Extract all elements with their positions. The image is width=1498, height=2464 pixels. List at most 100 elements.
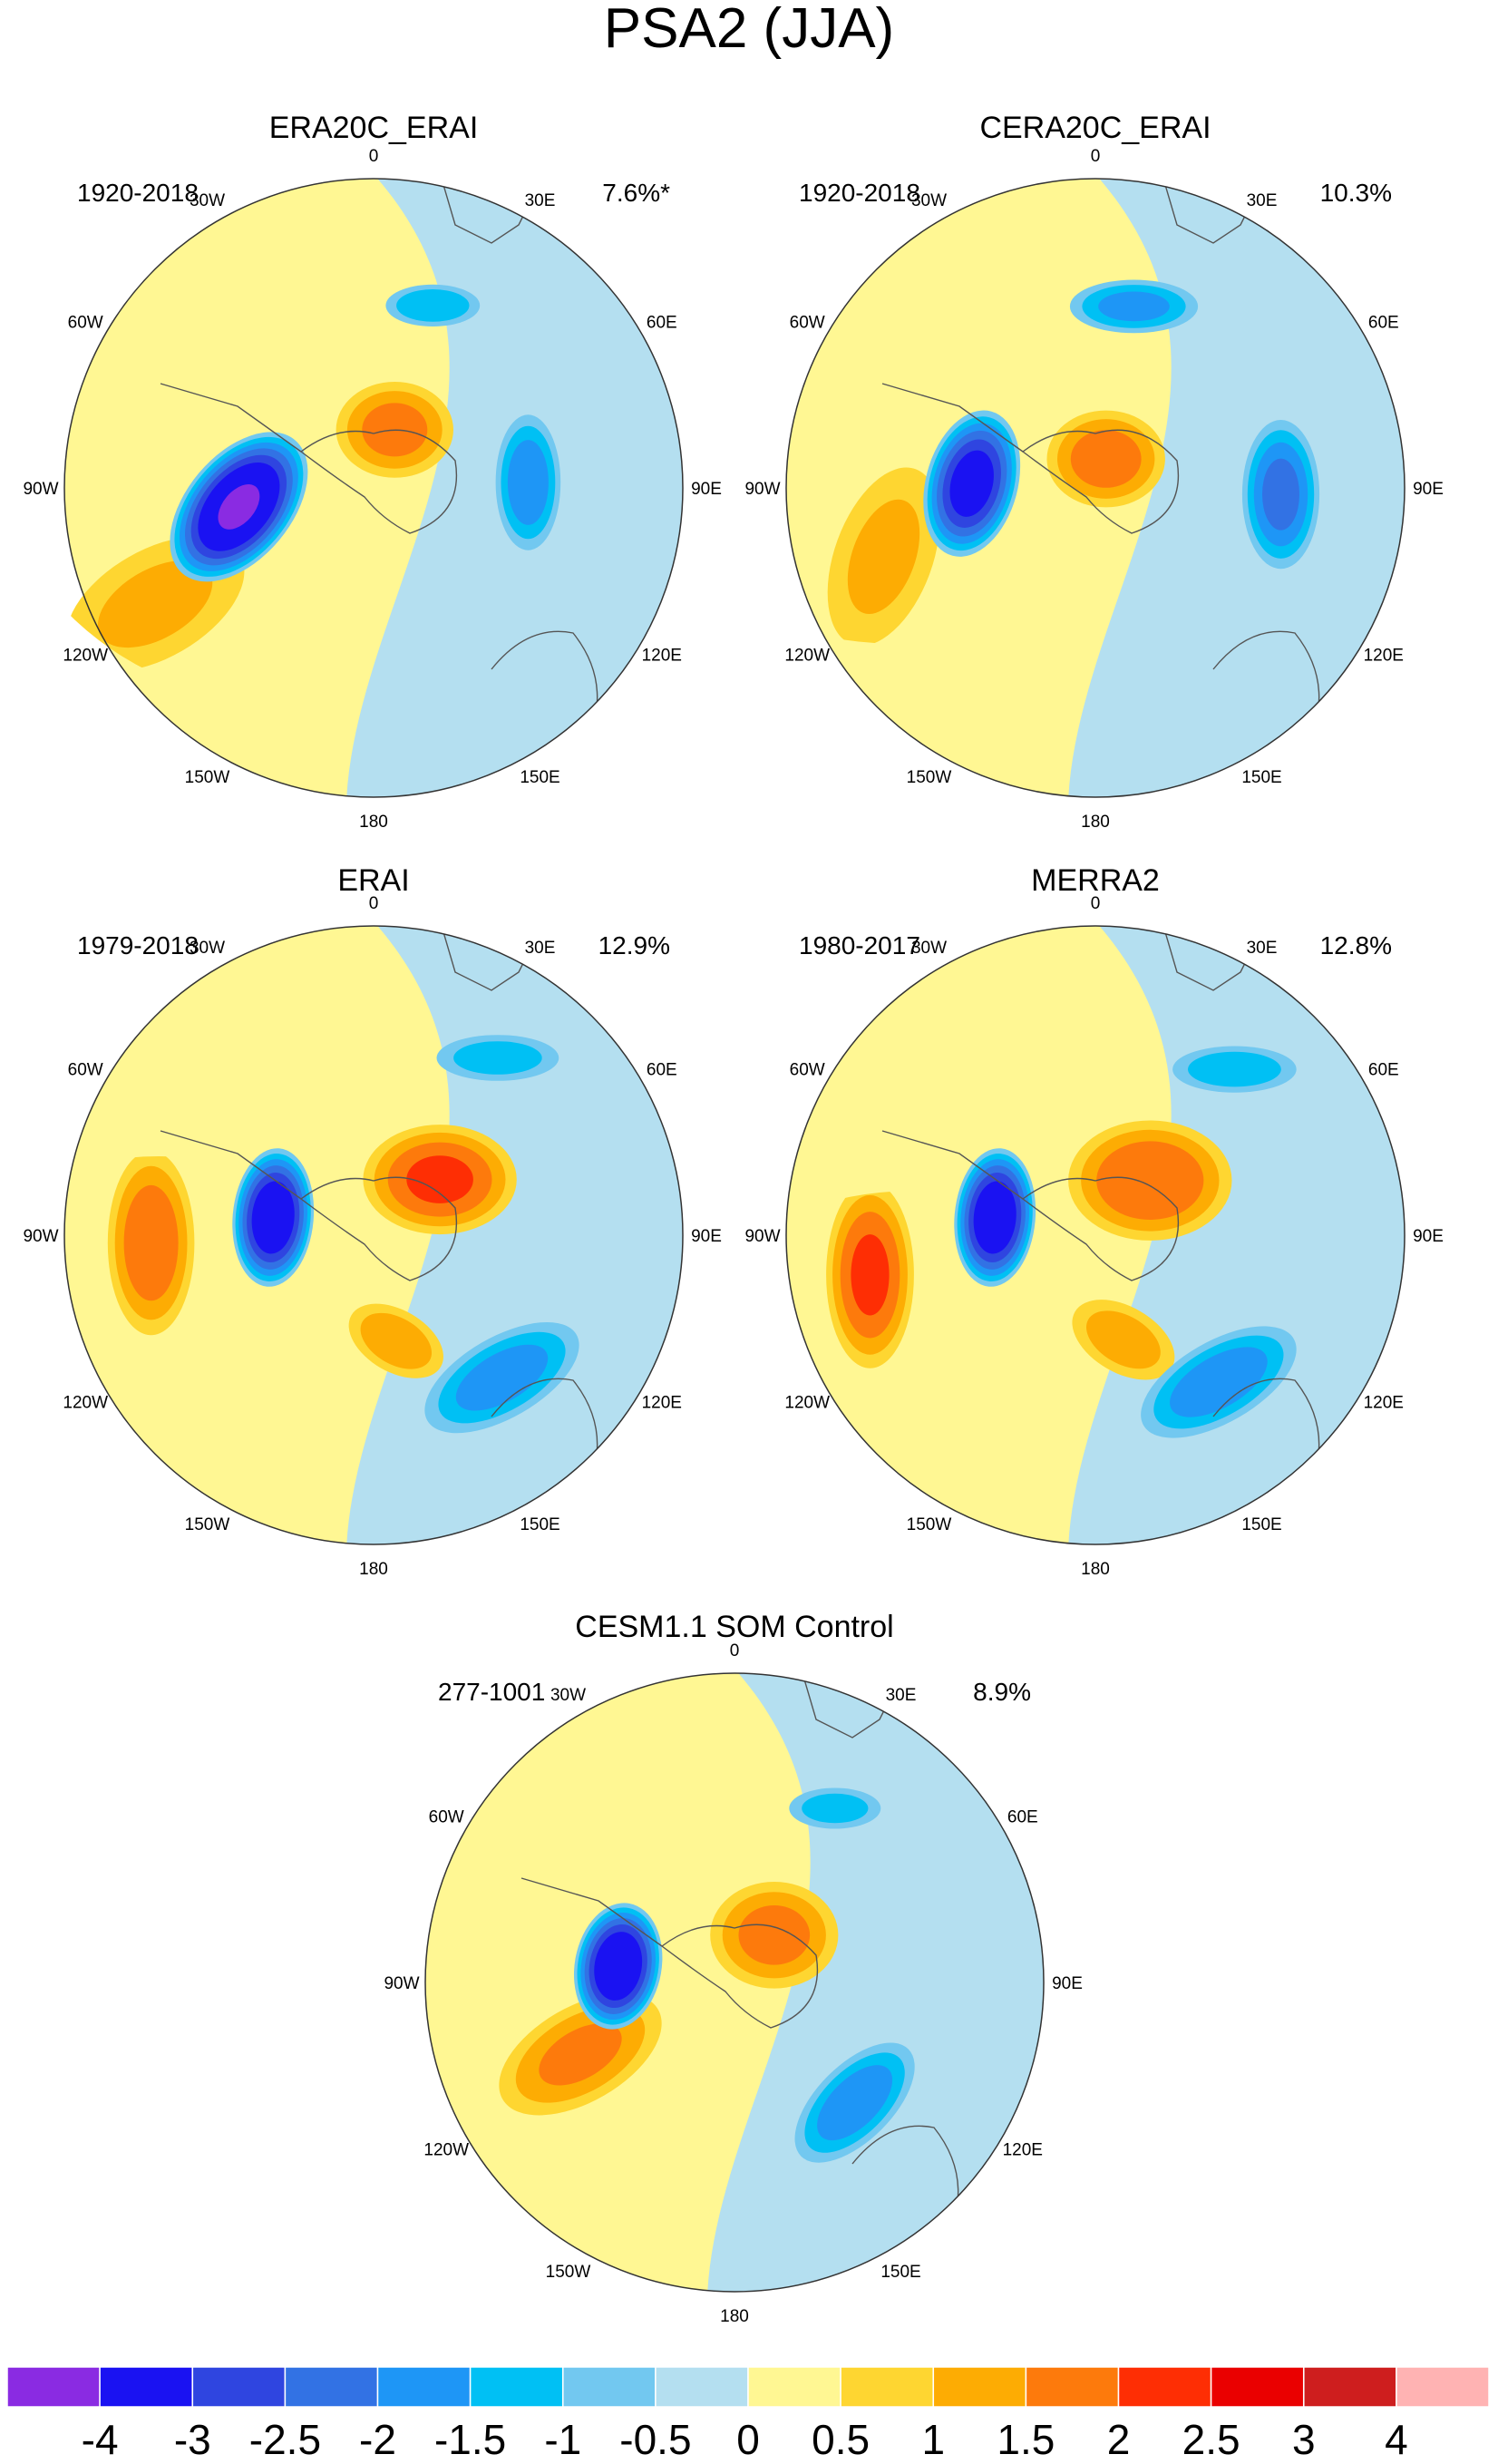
longitude-label: 60E bbox=[647, 1061, 677, 1080]
south-america-coastline bbox=[160, 1130, 302, 1200]
contour-band-neg-1_5 bbox=[1170, 1347, 1268, 1417]
colorbar-tick-label: 1 bbox=[922, 2416, 946, 2463]
colorbar-tick-label: -2 bbox=[359, 2416, 396, 2463]
antarctica-coastline bbox=[1021, 429, 1180, 534]
longitude-label: 120E bbox=[1364, 1394, 1404, 1413]
map-background bbox=[64, 179, 683, 797]
colorbar-swatch bbox=[655, 2366, 749, 2408]
colorbar-swatch bbox=[284, 2366, 379, 2408]
longitude-label: 150E bbox=[1241, 1515, 1281, 1534]
colorbar-tick-label: 2 bbox=[1107, 2416, 1131, 2463]
colorbar-swatch bbox=[562, 2366, 657, 2408]
longitude-label: 60W bbox=[68, 314, 103, 333]
contour-band-neg-3 bbox=[594, 1932, 643, 2001]
contour-band-pos-2 bbox=[851, 1234, 890, 1316]
longitude-label: 90W bbox=[744, 1227, 780, 1246]
longitude-label: 120E bbox=[1364, 647, 1404, 666]
longitude-label: 180 bbox=[359, 813, 388, 832]
map-boundary bbox=[785, 178, 1406, 798]
map-boundary bbox=[424, 1672, 1045, 2293]
panel-title: MERRA2 bbox=[1031, 863, 1160, 898]
colorbar-swatch bbox=[99, 2366, 193, 2408]
map-panel-merra2: 0 30E 60E 90E 120E 150E 180 150W 120W 90W 60W 30W ME… bbox=[744, 863, 1443, 1579]
longitude-label: 150E bbox=[520, 1515, 559, 1534]
panel-period: 1920-2018 bbox=[77, 179, 199, 207]
colorbar-tick-label: -3 bbox=[174, 2416, 211, 2463]
longitude-label: 30W bbox=[550, 1686, 586, 1705]
longitude-label: 30W bbox=[911, 939, 947, 958]
longitude-label: 60E bbox=[647, 314, 677, 333]
longitude-label: 120W bbox=[63, 1394, 108, 1413]
map-boundary bbox=[63, 178, 684, 798]
panel-period: 1979-2018 bbox=[77, 931, 199, 959]
contour-band-neg-3 bbox=[251, 1181, 295, 1254]
panel-variance: 7.6%* bbox=[602, 179, 670, 207]
panel-period: 1920-2018 bbox=[799, 179, 920, 207]
colorbar-tick-label: 1.5 bbox=[997, 2416, 1055, 2463]
colorbar-swatch bbox=[1117, 2366, 1212, 2408]
map-panel-erai: 0 30E 60E 90E 120E 150E 180 150W 120W 90W 60W 30W ER… bbox=[23, 863, 721, 1579]
longitude-label: 30E bbox=[1247, 191, 1278, 210]
negative-background bbox=[707, 1673, 1044, 2292]
longitude-label: 90W bbox=[23, 1227, 58, 1246]
contour-band-pos-1_5 bbox=[1070, 430, 1142, 488]
panel-period: 277-1001 bbox=[438, 1678, 545, 1706]
colorbar-swatch bbox=[932, 2366, 1027, 2408]
map-panel-era20c: 0 30E 60E 90E 120E 150E 180 150W 120W 90W 60W 30W ER… bbox=[23, 111, 721, 832]
colorbar-tick-label: 4 bbox=[1385, 2416, 1408, 2463]
panel-variance: 8.9% bbox=[973, 1678, 1031, 1706]
longitude-label: 90E bbox=[691, 1227, 722, 1246]
colorbar-swatch bbox=[376, 2366, 472, 2408]
antarctica-coastline bbox=[299, 429, 458, 534]
map-panels: 0 30E 60E 90E 120E 150E 180 150W 120W 90W 60W 30W ER… bbox=[23, 111, 1443, 2326]
contour-band-neg-1 bbox=[396, 289, 470, 322]
colorbar-tick-label: -0.5 bbox=[619, 2416, 691, 2463]
contour-band-pos-1_5 bbox=[123, 1184, 179, 1301]
longitude-label: 150E bbox=[520, 768, 559, 787]
contour-band-neg-1 bbox=[802, 1793, 869, 1824]
colorbar-tick-label: 2.5 bbox=[1182, 2416, 1240, 2463]
contour-band-pos-1_5 bbox=[1096, 1141, 1204, 1220]
panel-title: ERAI bbox=[337, 863, 409, 898]
longitude-label: 0 bbox=[1091, 894, 1101, 913]
longitude-label: 60W bbox=[790, 314, 825, 333]
south-america-coastline bbox=[881, 1130, 1024, 1200]
map-boundary bbox=[785, 925, 1406, 1545]
colorbar-swatch bbox=[1025, 2366, 1120, 2408]
contour-band-pos-1 bbox=[1086, 1310, 1161, 1369]
contour-band-pos-1_5 bbox=[738, 1905, 811, 1965]
colorbar-tick-label: -1 bbox=[544, 2416, 581, 2463]
longitude-label: 30W bbox=[190, 939, 225, 958]
colorbar-tick-label: -1.5 bbox=[434, 2416, 506, 2463]
colorbar-tick-label: -4 bbox=[82, 2416, 119, 2463]
longitude-label: 30E bbox=[525, 939, 556, 958]
contour-band-pos-1_5 bbox=[539, 2023, 622, 2086]
south-america-coastline bbox=[520, 1877, 663, 1947]
contour-band-neg-1 bbox=[1188, 1051, 1281, 1087]
south-america-coastline bbox=[881, 383, 1024, 453]
contour-band-neg-2 bbox=[1262, 458, 1299, 531]
contour-band-neg-3 bbox=[973, 1181, 1016, 1254]
colorbar-swatch bbox=[6, 2366, 101, 2408]
longitude-label: 90W bbox=[744, 480, 780, 499]
panel-title: CERA20C_ERAI bbox=[979, 111, 1211, 145]
longitude-label: 60E bbox=[1007, 1808, 1038, 1827]
colorbar-swatch bbox=[1303, 2366, 1397, 2408]
contour-band-neg-1_5 bbox=[455, 1344, 549, 1411]
longitude-label: 120W bbox=[63, 647, 108, 666]
contour-band-neg-1 bbox=[453, 1041, 542, 1075]
longitude-label: 30E bbox=[1247, 939, 1278, 958]
longitude-label: 30E bbox=[525, 191, 556, 210]
longitude-label: 150E bbox=[1241, 768, 1281, 787]
figure-title: PSA2 (JJA) bbox=[604, 0, 894, 60]
colorbar-tick-label: 0 bbox=[736, 2416, 760, 2463]
contour-band-neg-3 bbox=[949, 450, 994, 517]
colorbar-swatch bbox=[1396, 2366, 1490, 2408]
longitude-label: 90E bbox=[691, 480, 722, 499]
longitude-label: 90E bbox=[1052, 1974, 1083, 1993]
longitude-label: 60E bbox=[1368, 314, 1399, 333]
longitude-label: 60W bbox=[790, 1061, 825, 1080]
longitude-label: 60W bbox=[429, 1808, 464, 1827]
longitude-label: 150E bbox=[880, 2263, 920, 2282]
contour-band-neg-4 bbox=[218, 484, 260, 530]
